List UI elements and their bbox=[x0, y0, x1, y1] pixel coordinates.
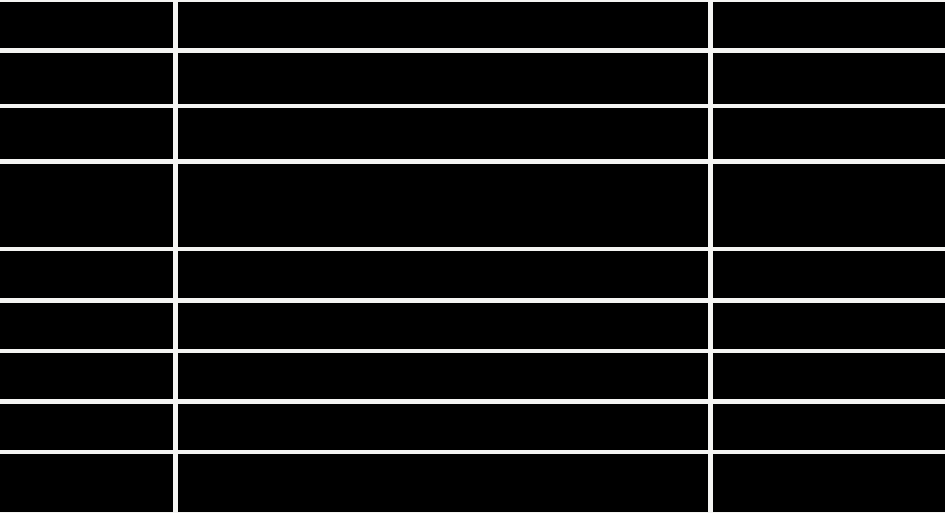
redaction-block bbox=[0, 403, 173, 450]
redaction-block bbox=[713, 52, 945, 104]
table-cell-r6c2 bbox=[178, 302, 708, 349]
table-cell-r8c2 bbox=[178, 403, 708, 450]
table-cell-r7c2 bbox=[178, 353, 708, 400]
table-cell-r8c3 bbox=[713, 403, 945, 450]
table-cell-r6c1 bbox=[0, 302, 173, 349]
redaction-block bbox=[713, 251, 945, 299]
redaction-block bbox=[713, 403, 945, 450]
redaction-block bbox=[0, 454, 173, 513]
table-cell-r9c1 bbox=[0, 454, 173, 513]
table-cell-r2c2 bbox=[178, 52, 708, 104]
table-cell-r5c2 bbox=[178, 251, 708, 299]
table-cell-r3c2 bbox=[178, 108, 708, 160]
redaction-block bbox=[0, 2, 173, 48]
table-cell-r7c1 bbox=[0, 353, 173, 400]
redaction-block bbox=[178, 251, 708, 299]
redaction-block bbox=[178, 108, 708, 160]
redaction-block bbox=[0, 163, 173, 247]
table-cell-r1c3 bbox=[713, 2, 945, 48]
table-cell-r3c3 bbox=[713, 108, 945, 160]
table-cell-r8c1 bbox=[0, 403, 173, 450]
table-cell-r6c3 bbox=[713, 302, 945, 349]
redaction-block bbox=[178, 454, 708, 513]
redaction-block bbox=[0, 108, 173, 160]
redaction-block bbox=[178, 403, 708, 450]
redaction-block bbox=[178, 52, 708, 104]
table-cell-r5c3 bbox=[713, 251, 945, 299]
table-cell-r1c1 bbox=[0, 2, 173, 48]
redaction-block bbox=[0, 353, 173, 400]
redaction-block bbox=[713, 108, 945, 160]
table-cell-r2c3 bbox=[713, 52, 945, 104]
table-cell-r5c1 bbox=[0, 251, 173, 299]
redaction-block bbox=[178, 163, 708, 247]
table-cell-r9c3 bbox=[713, 454, 945, 513]
table-cell-r9c2 bbox=[178, 454, 708, 513]
redaction-block bbox=[713, 163, 945, 247]
redaction-block bbox=[178, 2, 708, 48]
redaction-block bbox=[713, 454, 945, 513]
redaction-block bbox=[713, 302, 945, 349]
table-cell-r4c2 bbox=[178, 163, 708, 247]
table-cell-r1c2 bbox=[178, 2, 708, 48]
table-cell-r2c1 bbox=[0, 52, 173, 104]
redaction-block bbox=[0, 52, 173, 104]
table-cell-r4c3 bbox=[713, 163, 945, 247]
redaction-block bbox=[713, 2, 945, 48]
table-cell-r7c3 bbox=[713, 353, 945, 400]
table-cell-r3c1 bbox=[0, 108, 173, 160]
redaction-block bbox=[178, 302, 708, 349]
redaction-block bbox=[0, 302, 173, 349]
redaction-block bbox=[713, 353, 945, 400]
redaction-block bbox=[178, 353, 708, 400]
table-cell-r4c1 bbox=[0, 163, 173, 247]
redaction-block bbox=[0, 251, 173, 299]
